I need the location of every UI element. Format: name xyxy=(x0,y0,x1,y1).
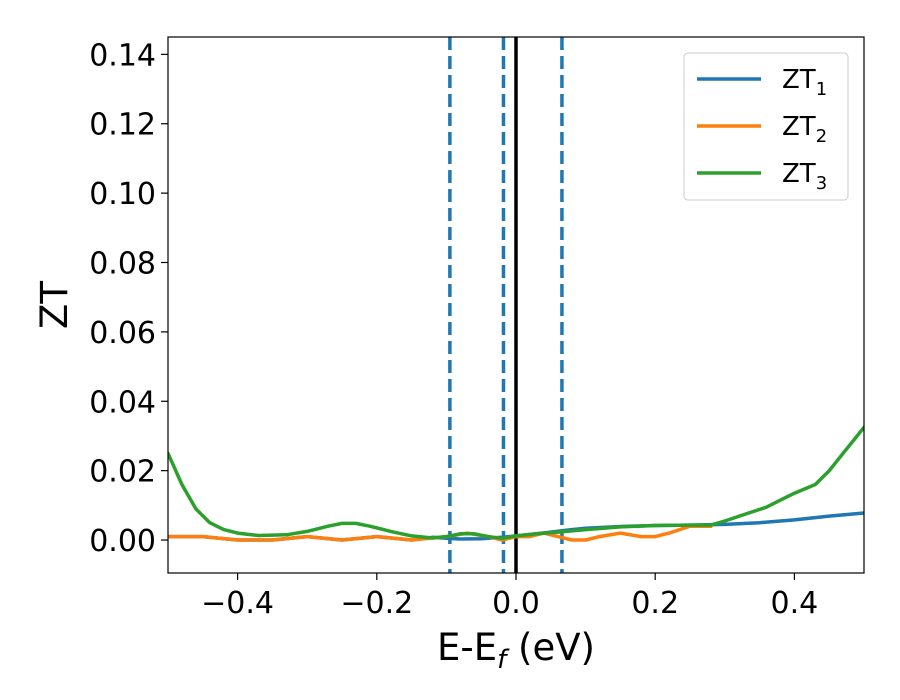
x-axis-title-main: E-E xyxy=(437,626,497,669)
series-layer xyxy=(168,425,864,542)
y-tick-label: 0.14 xyxy=(89,38,156,73)
legend: ZT1 ZT2 ZT3 xyxy=(683,52,849,201)
legend-box xyxy=(683,52,849,201)
x-tick-label: 0.0 xyxy=(492,586,540,621)
series-line-3 xyxy=(168,425,864,541)
legend-label-1: ZT1 xyxy=(782,65,827,100)
x-tick-label: 0.2 xyxy=(631,586,679,621)
x-axis-title-unit: (eV) xyxy=(506,626,595,669)
y-axis: 0.00 0.02 0.04 0.06 0.08 0.10 0.12 0.14 xyxy=(89,38,168,559)
y-tick-label: 0.02 xyxy=(89,455,156,490)
y-tick-label: 0.00 xyxy=(89,524,156,559)
y-axis-title: ZT xyxy=(33,281,76,329)
x-tick-label: −0.4 xyxy=(201,586,274,621)
x-tick-label: −0.2 xyxy=(340,586,413,621)
y-tick-label: 0.06 xyxy=(89,316,156,351)
y-tick-label: 0.10 xyxy=(89,177,156,212)
vertical-markers xyxy=(448,37,564,573)
x-tick-label: 0.4 xyxy=(771,586,819,621)
legend-label-2: ZT2 xyxy=(782,112,827,147)
x-axis: −0.4 −0.2 0.0 0.2 0.4 xyxy=(201,573,818,621)
legend-label-3: ZT3 xyxy=(782,159,827,194)
x-axis-title: E-Ef (eV) xyxy=(437,626,595,675)
y-tick-label: 0.08 xyxy=(89,247,156,282)
y-tick-label: 0.04 xyxy=(89,385,156,420)
y-tick-label: 0.12 xyxy=(89,108,156,143)
